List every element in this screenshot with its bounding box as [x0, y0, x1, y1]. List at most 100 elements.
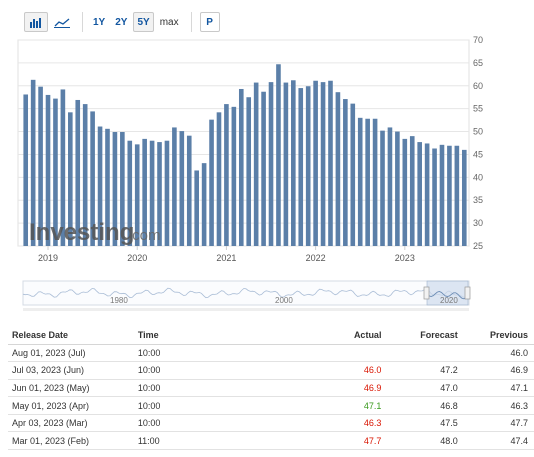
navigator-label-2000: 2000: [275, 296, 293, 305]
data-bar[interactable]: [194, 170, 199, 246]
data-bar[interactable]: [224, 104, 229, 246]
y-tick-label: 35: [473, 195, 483, 205]
data-bar[interactable]: [172, 127, 177, 246]
data-bar[interactable]: [97, 126, 103, 246]
release-history-table: Release Date Time Actual Forecast Previo…: [8, 326, 534, 451]
data-bar[interactable]: [461, 149, 467, 246]
data-bar[interactable]: [105, 128, 110, 246]
data-bar[interactable]: [276, 64, 281, 246]
data-bar[interactable]: [395, 131, 400, 246]
data-bar[interactable]: [179, 131, 185, 246]
bar-chart-icon[interactable]: [24, 12, 48, 32]
y-tick-label: 40: [473, 172, 483, 182]
data-bar[interactable]: [305, 86, 311, 247]
data-bar[interactable]: [350, 103, 356, 246]
data-bar[interactable]: [112, 132, 118, 246]
release-date-cell: Apr 03, 2023 (Mar): [8, 414, 134, 433]
data-bar[interactable]: [424, 143, 430, 246]
data-bar[interactable]: [30, 79, 36, 246]
p-button[interactable]: P: [199, 12, 220, 32]
navigator-right-handle[interactable]: [464, 286, 471, 300]
range-5y-button[interactable]: 5Y: [133, 12, 154, 32]
data-bar[interactable]: [454, 145, 460, 246]
toolbar-divider: [190, 12, 192, 32]
forecast-cell: 47.0: [385, 379, 462, 398]
x-tick-label: 2019: [38, 253, 58, 263]
data-bar[interactable]: [60, 89, 66, 246]
data-bar[interactable]: [261, 91, 266, 246]
data-bar[interactable]: [246, 97, 252, 246]
range-2y-button[interactable]: 2Y: [111, 12, 132, 32]
data-bar[interactable]: [127, 140, 133, 246]
data-bar[interactable]: [164, 140, 170, 246]
navigator-selection[interactable]: [426, 280, 469, 306]
data-bar[interactable]: [186, 135, 192, 246]
table-row: May 01, 2023 (Apr) 10:00 47.1 46.8 46.3: [8, 396, 534, 415]
navigator-series-line: [22, 287, 470, 299]
data-bar[interactable]: [90, 111, 95, 246]
header-time[interactable]: Time: [133, 326, 299, 345]
data-bar[interactable]: [82, 104, 88, 246]
range-1y-button[interactable]: 1Y: [89, 12, 110, 32]
data-bar[interactable]: [268, 82, 274, 247]
data-bar[interactable]: [417, 142, 422, 246]
data-bar[interactable]: [75, 99, 81, 246]
data-bar[interactable]: [53, 98, 58, 246]
actual-cell: 47.1: [298, 396, 386, 415]
data-bar[interactable]: [253, 82, 259, 246]
header-actual[interactable]: Actual: [298, 326, 386, 345]
data-bar[interactable]: [335, 92, 341, 246]
data-bar[interactable]: [365, 118, 370, 246]
data-bar[interactable]: [68, 112, 73, 246]
data-bar[interactable]: [216, 112, 222, 246]
previous-cell: 46.3: [461, 396, 534, 415]
data-bar[interactable]: [439, 144, 445, 246]
range-max-button[interactable]: max: [155, 12, 183, 32]
table-row: Mar 01, 2023 (Feb) 11:00 47.7 48.0 47.4: [8, 431, 534, 451]
data-bar[interactable]: [380, 130, 385, 246]
data-bar[interactable]: [409, 136, 415, 246]
data-bar[interactable]: [283, 82, 289, 246]
data-bar[interactable]: [120, 132, 125, 246]
header-previous[interactable]: Previous: [461, 326, 534, 345]
data-bar[interactable]: [298, 88, 304, 246]
forecast-cell: 48.0: [385, 431, 462, 451]
data-bar[interactable]: [238, 88, 244, 246]
y-tick-label: 25: [473, 241, 483, 251]
data-bar[interactable]: [357, 117, 363, 246]
data-bar[interactable]: [45, 94, 51, 247]
line-chart-icon[interactable]: [50, 12, 74, 32]
data-bar[interactable]: [320, 82, 326, 247]
actual-cell: 47.7: [298, 431, 386, 451]
actual-cell: 46.3: [298, 414, 386, 433]
navigator-left-handle[interactable]: [423, 286, 430, 300]
y-tick-label: 30: [473, 218, 483, 228]
data-bar[interactable]: [38, 86, 43, 246]
data-bar[interactable]: [328, 80, 333, 247]
time-cell: 10:00: [133, 344, 299, 363]
data-bar[interactable]: [313, 80, 318, 247]
data-bar[interactable]: [209, 119, 214, 246]
header-forecast[interactable]: Forecast: [385, 326, 462, 345]
data-bar[interactable]: [432, 148, 437, 246]
navigator[interactable]: 1980 2000 2020: [22, 280, 471, 306]
data-bar[interactable]: [343, 99, 348, 246]
previous-cell: 46.0: [461, 344, 534, 363]
data-bar[interactable]: [157, 142, 162, 246]
y-tick-label: 45: [473, 149, 483, 159]
data-bar[interactable]: [447, 145, 452, 246]
data-bar[interactable]: [142, 138, 147, 246]
data-bar[interactable]: [291, 80, 296, 246]
header-release-date[interactable]: Release Date: [8, 326, 134, 345]
data-bar[interactable]: [231, 106, 237, 246]
data-bar[interactable]: [149, 140, 155, 246]
data-bar[interactable]: [201, 163, 207, 246]
data-bar[interactable]: [402, 138, 408, 246]
data-bar[interactable]: [23, 94, 29, 246]
data-bar[interactable]: [387, 127, 393, 246]
navigator-label-1980: 1980: [110, 296, 128, 305]
data-bar[interactable]: [134, 144, 140, 246]
bar-series[interactable]: [23, 64, 467, 247]
navigator-scrollbar[interactable]: [23, 308, 469, 311]
data-bar[interactable]: [372, 118, 378, 246]
